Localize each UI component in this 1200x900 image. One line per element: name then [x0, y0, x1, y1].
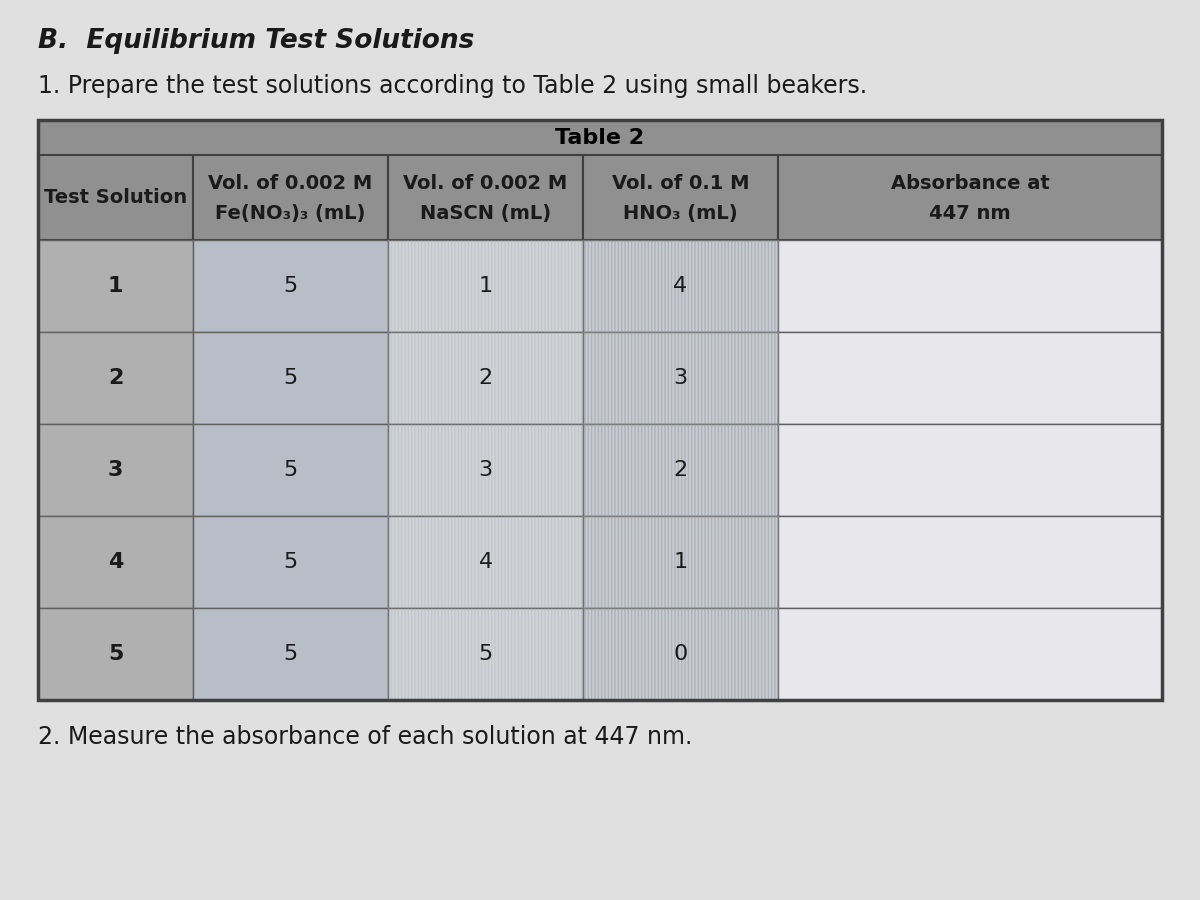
Text: 1: 1: [673, 552, 688, 572]
Text: 4: 4: [108, 552, 124, 572]
Bar: [583, 424, 778, 516]
Text: 2: 2: [479, 368, 492, 388]
Bar: [778, 608, 1162, 700]
Bar: [38, 120, 1162, 700]
Text: Absorbance at: Absorbance at: [890, 174, 1049, 193]
Text: 5: 5: [283, 644, 298, 664]
Text: 447 nm: 447 nm: [929, 204, 1010, 223]
Bar: [583, 155, 778, 240]
Text: Vol. of 0.1 M: Vol. of 0.1 M: [612, 174, 749, 193]
Bar: [583, 240, 778, 332]
Bar: [388, 332, 583, 424]
Bar: [778, 240, 1162, 332]
Bar: [38, 332, 193, 424]
Bar: [388, 240, 583, 332]
Bar: [388, 608, 583, 700]
Bar: [388, 155, 583, 240]
Text: 1. Prepare the test solutions according to Table 2 using small beakers.: 1. Prepare the test solutions according …: [38, 74, 868, 98]
Bar: [388, 332, 583, 424]
Bar: [38, 120, 1162, 155]
Bar: [388, 240, 583, 332]
Bar: [193, 332, 388, 424]
Text: 5: 5: [283, 460, 298, 480]
Bar: [583, 424, 778, 516]
Text: HNO₃ (mL): HNO₃ (mL): [623, 204, 738, 223]
Text: 0: 0: [673, 644, 688, 664]
Bar: [778, 424, 1162, 516]
Text: 5: 5: [283, 276, 298, 296]
Bar: [193, 424, 388, 516]
Bar: [388, 424, 583, 516]
Bar: [38, 155, 193, 240]
Text: 2: 2: [108, 368, 124, 388]
Text: Vol. of 0.002 M: Vol. of 0.002 M: [209, 174, 373, 193]
Bar: [778, 332, 1162, 424]
Text: 2. Measure the absorbance of each solution at 447 nm.: 2. Measure the absorbance of each soluti…: [38, 725, 692, 749]
Bar: [388, 516, 583, 608]
Text: 3: 3: [108, 460, 124, 480]
Text: 5: 5: [283, 368, 298, 388]
Text: Table 2: Table 2: [556, 128, 644, 148]
Text: 1: 1: [479, 276, 492, 296]
Text: 4: 4: [479, 552, 492, 572]
Bar: [583, 332, 778, 424]
Bar: [583, 516, 778, 608]
Bar: [778, 516, 1162, 608]
Bar: [38, 240, 193, 332]
Text: 4: 4: [673, 276, 688, 296]
Text: Test Solution: Test Solution: [44, 188, 187, 207]
Text: 3: 3: [673, 368, 688, 388]
Bar: [38, 424, 193, 516]
Bar: [388, 424, 583, 516]
Text: 5: 5: [479, 644, 493, 664]
Text: 2: 2: [673, 460, 688, 480]
Bar: [583, 332, 778, 424]
Text: 3: 3: [479, 460, 492, 480]
Bar: [583, 240, 778, 332]
Bar: [38, 608, 193, 700]
Bar: [193, 516, 388, 608]
Bar: [193, 608, 388, 700]
Text: B.  Equilibrium Test Solutions: B. Equilibrium Test Solutions: [38, 28, 474, 54]
Text: Vol. of 0.002 M: Vol. of 0.002 M: [403, 174, 568, 193]
Bar: [778, 155, 1162, 240]
Text: NaSCN (mL): NaSCN (mL): [420, 204, 551, 223]
Bar: [583, 608, 778, 700]
Bar: [38, 516, 193, 608]
Text: 5: 5: [108, 644, 124, 664]
Bar: [583, 608, 778, 700]
Bar: [193, 240, 388, 332]
Text: Fe(NO₃)₃ (mL): Fe(NO₃)₃ (mL): [215, 204, 366, 223]
Bar: [388, 516, 583, 608]
Text: 5: 5: [283, 552, 298, 572]
Text: 1: 1: [108, 276, 124, 296]
Bar: [583, 516, 778, 608]
Bar: [388, 608, 583, 700]
Bar: [193, 155, 388, 240]
